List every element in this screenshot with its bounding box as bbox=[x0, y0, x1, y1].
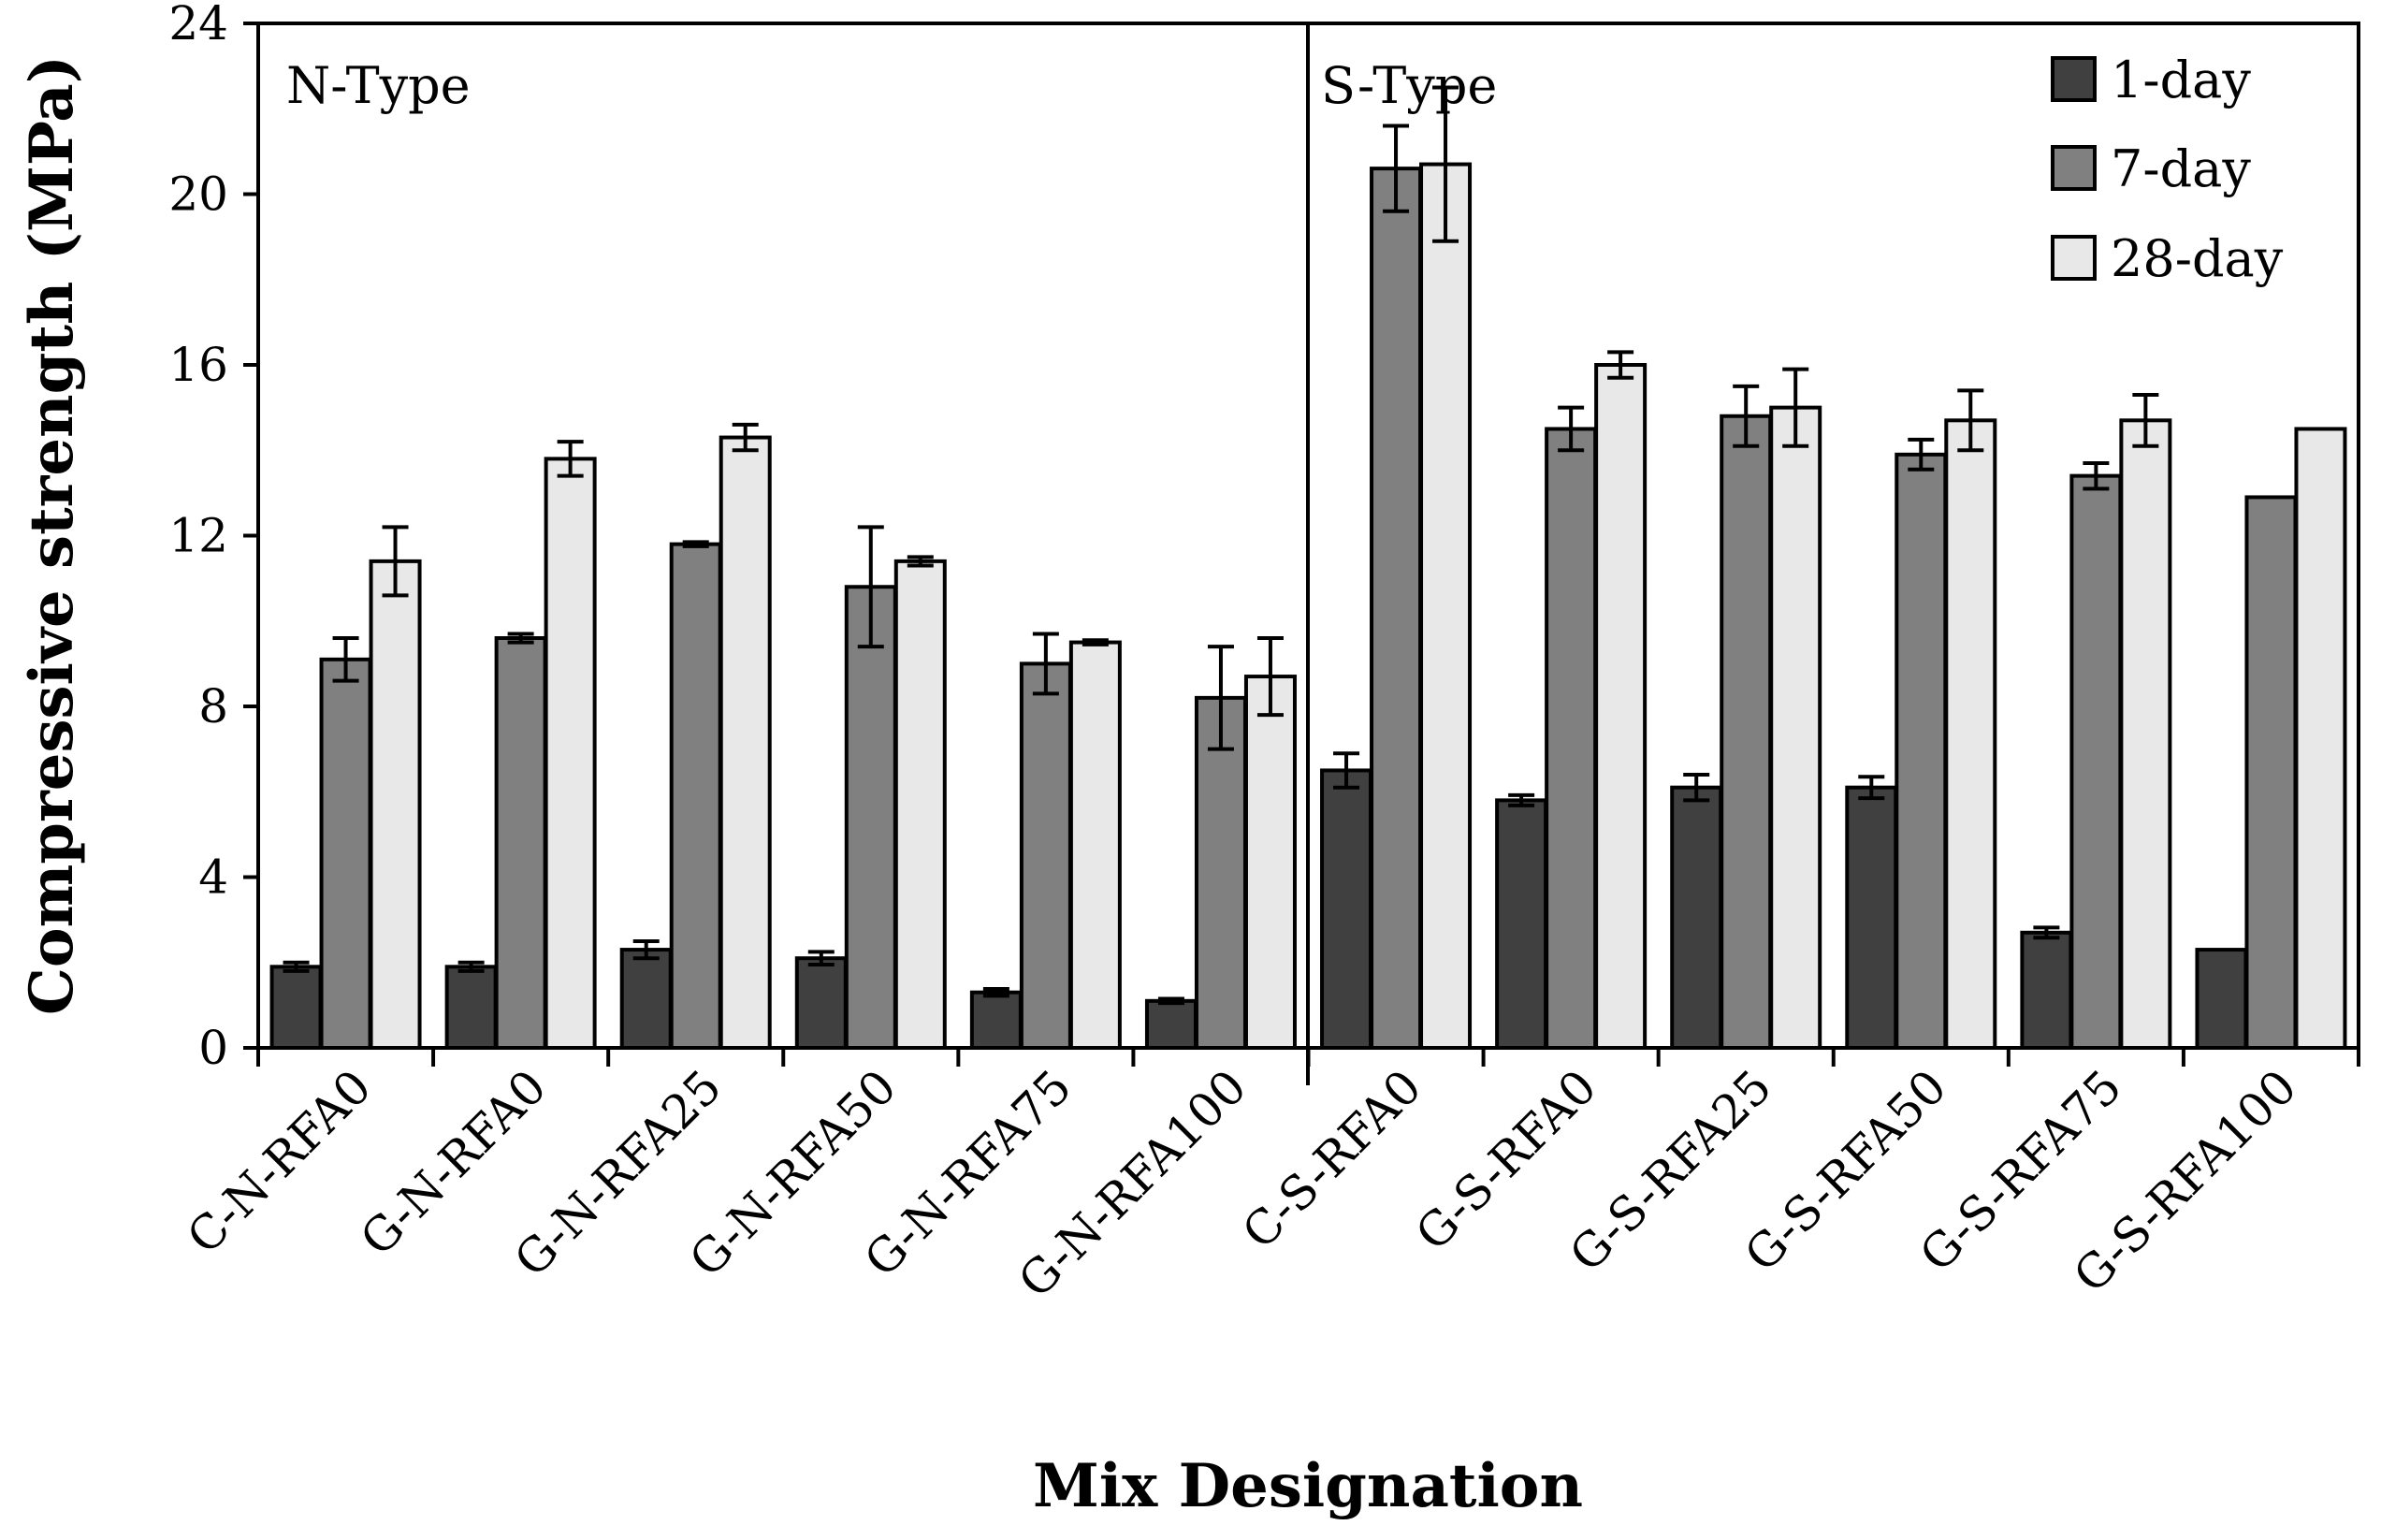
bars-layer bbox=[269, 162, 2347, 1050]
error-bar-g-s-rfa75-7-day bbox=[2083, 460, 2110, 491]
bar-g-s-rfa50-28-day bbox=[1944, 418, 1997, 1050]
bar-g-n-rfa25-28-day bbox=[719, 435, 772, 1050]
legend-swatch-28-day bbox=[2051, 235, 2097, 281]
bar-g-s-rfa100-28-day bbox=[2294, 427, 2347, 1050]
y-tick-label-4: 4 bbox=[198, 850, 228, 905]
bar-c-s-rfa0-28-day bbox=[1419, 162, 1473, 1050]
error-bar-g-s-rfa0-28-day bbox=[1607, 350, 1634, 380]
error-bar-c-n-rfa0-7-day bbox=[332, 636, 359, 683]
bar-g-s-rfa75-1-day bbox=[2020, 930, 2073, 1050]
bar-g-n-rfa75-28-day bbox=[1068, 640, 1122, 1050]
bar-c-s-rfa0-1-day bbox=[1320, 768, 1373, 1050]
bar-g-s-rfa25-1-day bbox=[1670, 785, 1723, 1050]
bar-g-n-rfa75-7-day bbox=[1019, 661, 1072, 1050]
bar-g-s-rfa0-28-day bbox=[1594, 363, 1648, 1050]
bar-g-s-rfa0-7-day bbox=[1545, 427, 1598, 1050]
bar-g-s-rfa50-1-day bbox=[1845, 785, 1898, 1050]
bar-c-n-rfa0-7-day bbox=[319, 657, 372, 1050]
legend-swatch-7-day bbox=[2051, 145, 2097, 191]
error-bar-g-n-rfa25-28-day bbox=[732, 422, 759, 453]
bar-g-s-rfa100-7-day bbox=[2244, 495, 2298, 1050]
error-bar-c-n-rfa0-1-day bbox=[283, 960, 310, 973]
bar-g-n-rfa100-28-day bbox=[1243, 675, 1297, 1050]
bar-g-n-rfa50-28-day bbox=[893, 559, 947, 1050]
bar-g-n-rfa50-7-day bbox=[844, 585, 897, 1050]
legend-label-7-day: 7-day bbox=[2111, 139, 2251, 198]
error-bar-c-s-rfa0-1-day bbox=[1333, 751, 1360, 790]
legend-swatch-1-day bbox=[2051, 56, 2097, 102]
error-bar-g-n-rfa100-28-day bbox=[1256, 636, 1284, 718]
panel-label-s-type: S-Type bbox=[1321, 56, 1497, 115]
error-bar-g-s-rfa75-1-day bbox=[2033, 925, 2060, 940]
error-bar-c-s-rfa0-28-day bbox=[1432, 85, 1459, 243]
x-tick-label-c-n-rfa0: C-N-RFA0 bbox=[177, 1059, 382, 1264]
error-bar-g-n-rfa75-7-day bbox=[1032, 632, 1059, 696]
error-bar-g-n-rfa25-1-day bbox=[632, 938, 660, 961]
error-bars-layer bbox=[283, 85, 2159, 1006]
error-bar-g-n-rfa75-1-day bbox=[982, 987, 1009, 998]
error-bar-g-n-rfa75-28-day bbox=[1082, 638, 1109, 647]
error-bar-g-s-rfa25-7-day bbox=[1733, 384, 1760, 448]
bar-g-n-rfa25-7-day bbox=[669, 542, 722, 1050]
y-tick-label-12: 12 bbox=[168, 509, 228, 563]
error-bar-g-s-rfa50-1-day bbox=[1858, 775, 1885, 801]
y-tick-label-20: 20 bbox=[168, 167, 228, 222]
error-bar-g-n-rfa50-28-day bbox=[907, 555, 934, 568]
bar-g-s-rfa25-7-day bbox=[1720, 414, 1773, 1050]
bar-c-s-rfa0-7-day bbox=[1370, 167, 1423, 1050]
bar-c-n-rfa0-28-day bbox=[369, 559, 422, 1050]
legend-label-28-day: 28-day bbox=[2111, 229, 2284, 288]
error-bar-g-n-rfa100-1-day bbox=[1157, 996, 1184, 1006]
error-bar-c-n-rfa0-28-day bbox=[382, 525, 409, 598]
error-bar-g-n-rfa0-1-day bbox=[457, 960, 485, 973]
x-axis-title: Mix Designation bbox=[1033, 1451, 1583, 1521]
bar-g-s-rfa100-1-day bbox=[2195, 948, 2248, 1050]
bar-g-s-rfa75-28-day bbox=[2119, 418, 2172, 1050]
error-bar-g-n-rfa25-7-day bbox=[682, 540, 709, 548]
bar-g-n-rfa75-1-day bbox=[969, 990, 1023, 1050]
legend: 1-day 7-day 28-day bbox=[2051, 51, 2284, 288]
bar-g-n-rfa100-1-day bbox=[1144, 998, 1198, 1050]
error-bar-c-s-rfa0-7-day bbox=[1383, 123, 1410, 213]
error-bar-g-n-rfa50-7-day bbox=[857, 525, 884, 649]
x-tick-label-c-s-rfa0: C-S-RFA0 bbox=[1232, 1059, 1432, 1259]
error-bar-g-s-rfa25-1-day bbox=[1683, 773, 1710, 803]
bar-g-n-rfa25-1-day bbox=[619, 948, 673, 1050]
bar-g-s-rfa50-7-day bbox=[1895, 452, 1948, 1050]
y-tick-label-8: 8 bbox=[198, 679, 228, 734]
error-bar-g-s-rfa25-28-day bbox=[1782, 367, 1809, 448]
error-bar-g-s-rfa50-7-day bbox=[1908, 437, 1935, 472]
y-tick-label-16: 16 bbox=[168, 338, 228, 392]
y-tick-label-24: 24 bbox=[168, 0, 228, 51]
panel-label-n-type: N-Type bbox=[286, 56, 471, 115]
error-bar-g-s-rfa0-7-day bbox=[1558, 405, 1585, 453]
bar-g-n-rfa50-1-day bbox=[794, 956, 848, 1050]
error-bar-g-n-rfa0-28-day bbox=[557, 440, 584, 478]
error-bar-g-s-rfa50-28-day bbox=[1957, 388, 1984, 453]
error-bar-g-s-rfa0-1-day bbox=[1508, 792, 1535, 807]
error-bar-g-s-rfa75-28-day bbox=[2132, 392, 2159, 448]
legend-label-1-day: 1-day bbox=[2111, 51, 2251, 109]
bar-g-n-rfa0-1-day bbox=[444, 965, 498, 1050]
bar-g-s-rfa75-7-day bbox=[2069, 473, 2123, 1050]
error-bar-g-n-rfa100-7-day bbox=[1207, 645, 1234, 751]
bar-g-n-rfa0-28-day bbox=[544, 457, 597, 1050]
y-axis-title: Compressive strength (MPa) bbox=[17, 55, 87, 1015]
bar-g-s-rfa0-1-day bbox=[1495, 798, 1548, 1050]
bar-g-n-rfa0-7-day bbox=[494, 636, 547, 1050]
bar-g-s-rfa25-28-day bbox=[1769, 405, 1822, 1050]
error-bar-g-n-rfa0-7-day bbox=[507, 632, 534, 645]
error-bar-g-n-rfa50-1-day bbox=[807, 950, 835, 967]
bar-c-n-rfa0-1-day bbox=[269, 965, 323, 1050]
y-tick-label-0: 0 bbox=[198, 1021, 228, 1075]
bar-g-n-rfa100-7-day bbox=[1194, 695, 1247, 1050]
